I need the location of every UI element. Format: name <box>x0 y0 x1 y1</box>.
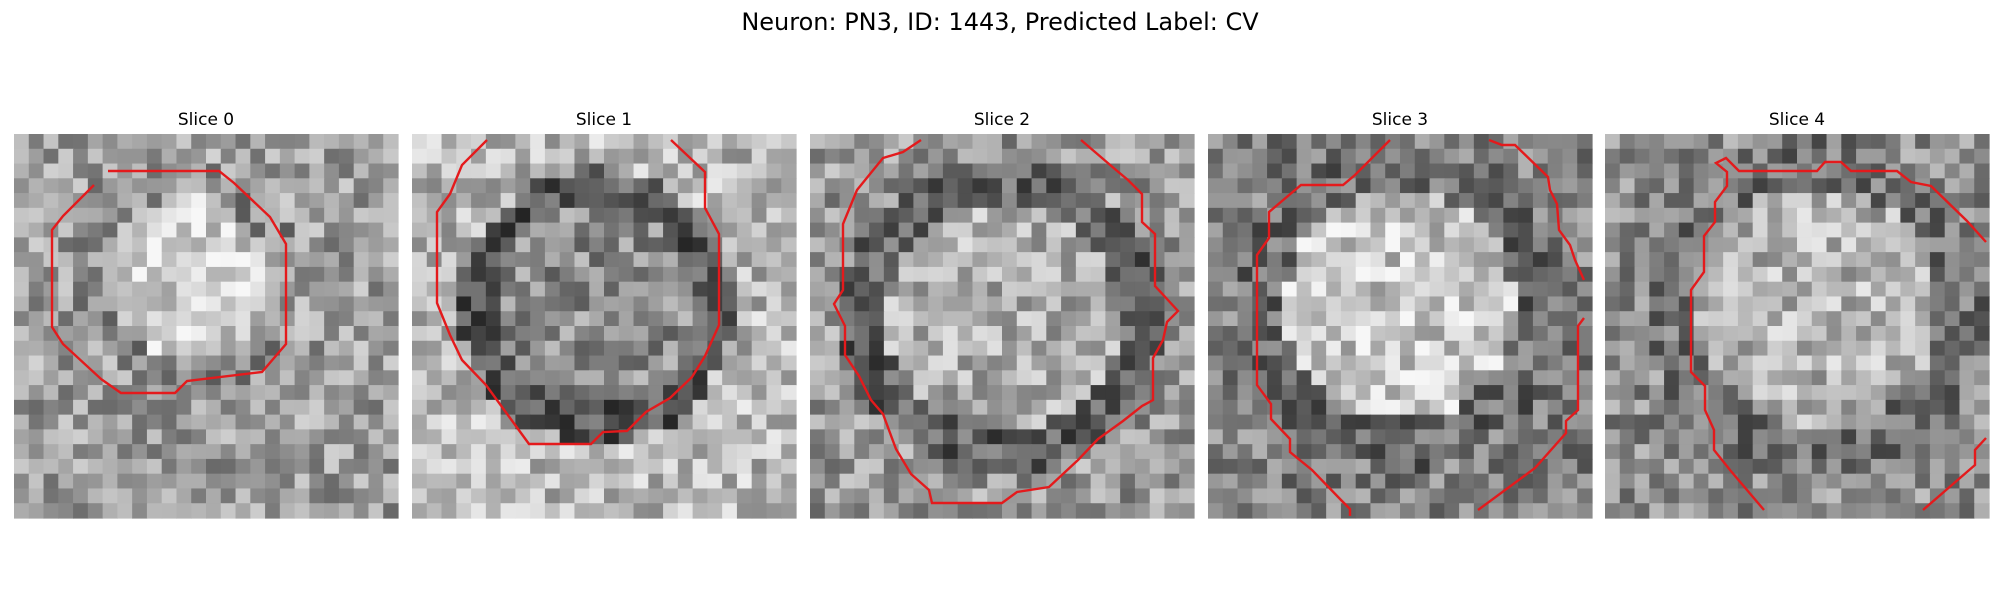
slice-1-title: Slice 1 <box>575 110 633 130</box>
slice-4-title: Slice 4 <box>1768 110 1826 130</box>
slice-1-image <box>412 134 797 519</box>
slice-3-title: Slice 3 <box>1371 110 1429 130</box>
slice-0-panel <box>14 134 399 519</box>
slice-2-panel <box>810 134 1195 519</box>
slice-0-title: Slice 0 <box>177 110 235 130</box>
slice-4-image <box>1605 134 1990 519</box>
slice-0-image <box>14 134 399 519</box>
slice-4-contour <box>1689 156 1987 511</box>
slice-2-image <box>810 134 1195 519</box>
slice-3-contour <box>1255 139 1391 516</box>
slice-1-contour <box>435 139 721 446</box>
slice-3-contour-right <box>1488 138 1586 281</box>
slice-1-panel <box>412 134 797 519</box>
slice-3-contour-right-lower <box>1477 317 1585 511</box>
slice-4-panel <box>1605 134 1990 519</box>
slice-0-contour <box>50 169 288 395</box>
slice-2-contour <box>832 139 1180 505</box>
slice-3-panel <box>1208 134 1593 519</box>
figure-title: Neuron: PN3, ID: 1443, Predicted Label: … <box>741 8 1259 36</box>
slice-3-image <box>1208 134 1593 519</box>
slice-2-title: Slice 2 <box>973 110 1031 130</box>
slice-4-contour-lower <box>1922 437 1987 511</box>
